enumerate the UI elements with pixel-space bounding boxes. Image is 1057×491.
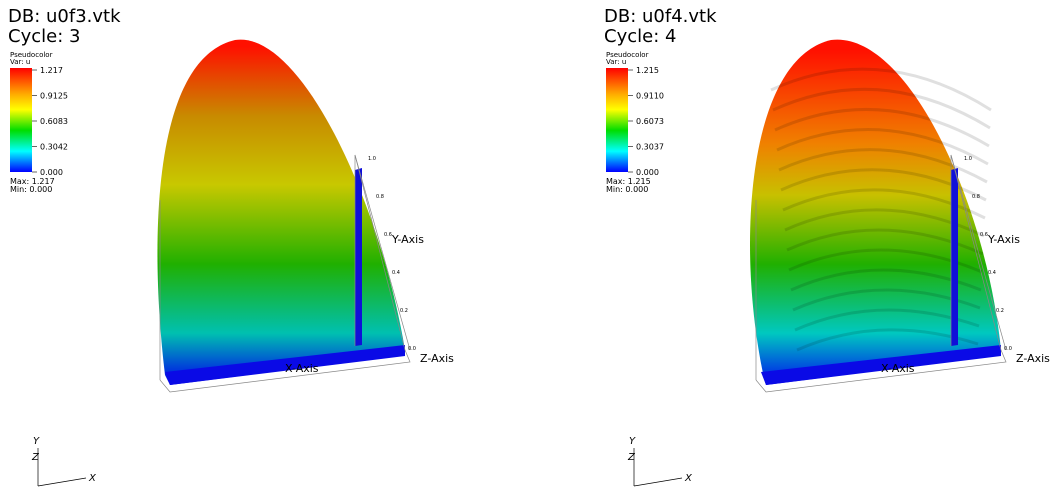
triad-y: Y: [33, 436, 40, 447]
legend-tick-label: 0.000: [40, 168, 63, 177]
axis-tick-label: 0.6: [980, 232, 988, 238]
axis-tick-label: 0.4: [988, 270, 996, 276]
axis-tick-label: 0.0: [1004, 346, 1012, 352]
side-wall: [355, 168, 362, 346]
cycle-label: Cycle: 3: [8, 26, 80, 47]
legend-tick-label: 1.215: [636, 66, 659, 75]
axis-tick-label: 1.0: [964, 156, 972, 162]
z-axis-title: Z-Axis: [1016, 352, 1050, 365]
axis-tick-label: 0.4: [392, 270, 400, 276]
dome-surface: [750, 40, 1001, 385]
side-wall: [951, 168, 958, 346]
axis-tick-label: 0.8: [376, 194, 384, 200]
legend-tick-label: 1.217: [40, 66, 63, 75]
legend-tick-label: 0.3037: [636, 143, 664, 152]
x-axis-title: X-Axis: [881, 362, 915, 375]
database-name: DB: u0f4.vtk: [604, 6, 717, 27]
y-axis-title: Y-Axis: [391, 233, 424, 246]
visit-window: DB: u0f3.vtkCycle: 3PseudocolorVar: u1.2…: [0, 0, 1057, 491]
database-name: DB: u0f3.vtk: [8, 6, 121, 27]
triad-axis: [38, 478, 86, 486]
y-axis-title: Y-Axis: [987, 233, 1020, 246]
triad-axis: [634, 478, 682, 486]
axis-tick-label: 0.8: [972, 194, 980, 200]
axis-tick-label: 1.0: [368, 156, 376, 162]
legend-tick-label: 0.9125: [40, 92, 68, 101]
axis-tick-label: 0.2: [400, 308, 408, 314]
triad-z: Z: [31, 452, 40, 463]
legend-min: Min: 0.000: [606, 185, 648, 194]
legend-tick-label: 0.3042: [40, 143, 68, 152]
dome-surface: [157, 40, 405, 385]
axis-tick-label: 0.2: [996, 308, 1004, 314]
triad-x: X: [88, 473, 97, 484]
axis-tick-label: 0.0: [408, 346, 416, 352]
legend-var: Var: u: [10, 58, 30, 66]
color-bar: [606, 68, 628, 172]
legend-tick-label: 0.6083: [40, 117, 68, 126]
legend-tick-label: 0.000: [636, 168, 659, 177]
triad-z: Z: [627, 452, 636, 463]
color-bar: [10, 68, 32, 172]
triad-x: X: [684, 473, 693, 484]
triad-y: Y: [629, 436, 636, 447]
legend-tick-label: 0.9110: [636, 92, 664, 101]
x-axis-title: X-Axis: [285, 362, 319, 375]
legend-tick-label: 0.6073: [636, 117, 664, 126]
z-axis-title: Z-Axis: [420, 352, 454, 365]
axis-tick-label: 0.6: [384, 232, 392, 238]
legend-var: Var: u: [606, 58, 626, 66]
legend-min: Min: 0.000: [10, 185, 52, 194]
cycle-label: Cycle: 4: [604, 26, 676, 47]
